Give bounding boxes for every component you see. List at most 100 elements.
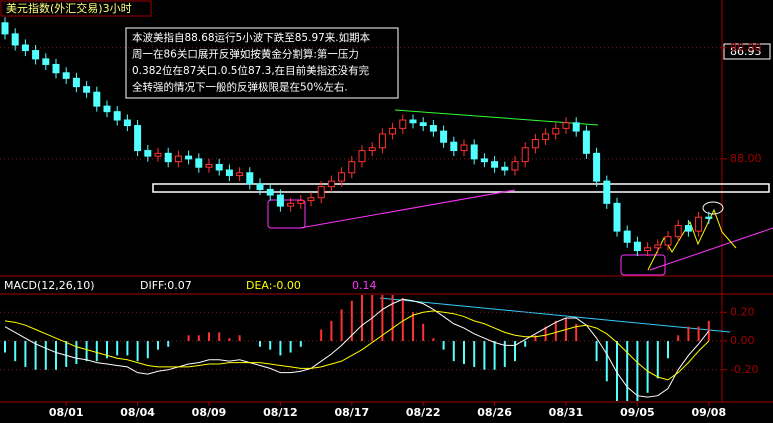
candle-body	[440, 130, 448, 143]
x-tick-label: 09/05	[620, 406, 655, 419]
y-tick-label: 88.00	[730, 152, 762, 165]
candle-body	[113, 111, 121, 121]
y-tick-label: -0.20	[730, 363, 758, 376]
macd-panel	[4, 295, 710, 401]
candle-body	[52, 63, 60, 74]
candle-body	[215, 163, 223, 171]
highlight-ellipse	[702, 201, 724, 215]
dea-label: DEA:-0.00	[246, 279, 301, 292]
candle-body	[42, 58, 50, 65]
candle-body	[185, 155, 193, 160]
candle-body	[144, 150, 152, 157]
candle-body	[603, 180, 611, 204]
candle-body	[552, 127, 560, 135]
chart-title: 美元指数(外汇交易)3小时	[6, 1, 132, 15]
candle-body	[695, 216, 703, 232]
candle-body	[582, 130, 590, 154]
x-tick-label: 08/31	[549, 406, 584, 419]
x-tick-label: 08/12	[263, 406, 298, 419]
title-box	[0, 0, 152, 17]
annotation-box	[125, 27, 399, 99]
candle-body	[460, 144, 468, 152]
candle-body	[562, 122, 570, 129]
candle-body	[623, 230, 631, 243]
support-band	[152, 183, 770, 193]
candle-body	[317, 186, 325, 199]
candle-body	[93, 91, 101, 107]
candle-body	[389, 127, 397, 135]
candle-body	[256, 183, 264, 190]
x-tick-label: 09/08	[691, 406, 726, 419]
candle-body	[409, 119, 417, 124]
candle-body	[501, 166, 509, 171]
candle-body	[633, 241, 641, 252]
annotation-line: 全转强的情况下一般的反弹极限是在50%左右.	[132, 81, 348, 94]
candle-body	[368, 147, 376, 152]
candle-body	[654, 244, 662, 249]
candle-body	[542, 133, 550, 140]
candle-body	[674, 225, 682, 238]
candle-body	[276, 194, 284, 207]
annotation: 本波美指自88.68运行5小波下跌至85.97来.如期本周一在86关口展开反弹如…	[125, 27, 399, 99]
candle-body	[297, 200, 305, 204]
candle-body	[225, 169, 233, 177]
candle-body	[419, 122, 427, 127]
trend-line	[649, 227, 773, 271]
candle-body	[338, 172, 346, 182]
x-tick-label: 08/17	[334, 406, 369, 419]
candle-body	[287, 202, 295, 207]
annotation-line: 0.382位在87关口.0.5位87.3,在目前美指还没有完	[132, 64, 370, 77]
candle-body	[32, 50, 40, 60]
trend-line	[379, 297, 731, 333]
candle-body	[572, 122, 580, 132]
candle-body	[1, 22, 9, 35]
diff-label: DIFF:0.07	[140, 279, 192, 292]
candle-body	[644, 247, 652, 252]
candle-body	[511, 161, 519, 171]
candle-body	[205, 163, 213, 168]
candle-body	[684, 225, 692, 232]
candle-body	[450, 141, 458, 152]
highlight-box	[267, 199, 306, 229]
candle-body	[358, 150, 366, 163]
candle-body	[103, 105, 111, 113]
highlight-box	[620, 254, 666, 276]
macd-label: 0.14	[352, 279, 377, 292]
current-price: 86.93	[730, 45, 762, 58]
y-tick-label: 0.20	[730, 305, 755, 318]
candle-body	[378, 133, 386, 149]
price-box	[723, 43, 771, 60]
candle-body	[134, 125, 142, 152]
candle-body	[470, 144, 478, 160]
macd-title: MACD(12,26,10)	[4, 279, 95, 292]
candle-body	[327, 180, 335, 188]
candle-body	[83, 86, 91, 93]
candle-body	[348, 161, 356, 174]
x-tick-label: 08/22	[406, 406, 441, 419]
candle-body	[236, 172, 244, 177]
candle-body	[521, 147, 529, 163]
candle-body	[491, 161, 499, 168]
candle-body	[266, 188, 274, 196]
x-tick-label: 08/01	[49, 406, 84, 419]
candle-body	[174, 155, 182, 163]
y-tick-label: 0.00	[730, 334, 755, 347]
y-tick-label: 90.00	[730, 41, 762, 54]
candle-body	[664, 236, 672, 246]
annotation-line: 本波美指自88.68运行5小波下跌至85.97来.如期本	[132, 31, 371, 44]
candle-body	[480, 158, 488, 163]
candle-body	[164, 152, 172, 163]
x-tick-label: 08/04	[120, 406, 155, 419]
candle-body	[72, 77, 80, 88]
x-tick-label: 08/09	[192, 406, 227, 419]
candle-body	[123, 119, 131, 127]
x-tick-label: 08/26	[477, 406, 512, 419]
candle-body	[531, 138, 539, 149]
candle-body	[21, 44, 29, 52]
candle-body	[613, 202, 621, 232]
dea-line	[4, 310, 710, 381]
candle-body	[195, 158, 203, 168]
candle-body	[154, 152, 162, 157]
